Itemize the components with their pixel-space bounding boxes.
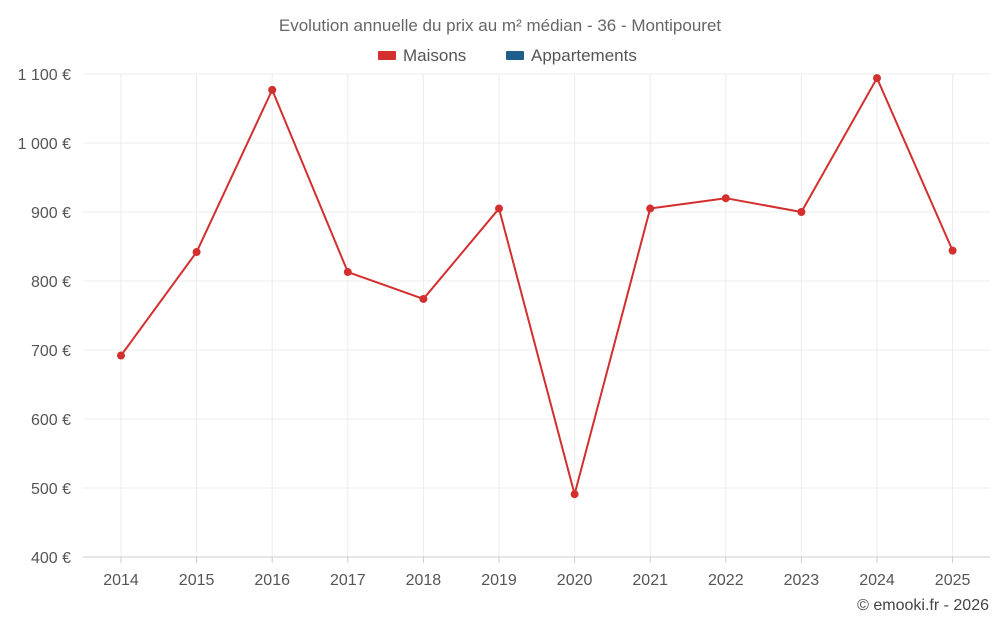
x-tick-label: 2020 [557, 572, 593, 589]
legend: Maisons Appartements [378, 46, 637, 65]
x-tick-label: 2025 [935, 572, 971, 589]
x-tick-label: 2017 [330, 572, 366, 589]
y-tick-label: 800 € [31, 274, 71, 291]
x-tick-label: 2015 [179, 572, 215, 589]
series-group [117, 74, 957, 499]
x-tick-label: 2022 [708, 572, 744, 589]
x-tick-label: 2021 [632, 572, 668, 589]
grid [83, 73, 990, 557]
legend-label: Appartements [531, 46, 637, 65]
data-point-maisons-2022[interactable] [721, 194, 730, 203]
y-tick-label: 1 100 € [18, 67, 71, 84]
legend-item-maisons[interactable]: Maisons [378, 46, 466, 65]
data-point-maisons-2016[interactable] [268, 85, 277, 94]
data-point-maisons-2020[interactable] [570, 490, 579, 499]
chart-title: Evolution annuelle du prix au m² médian … [279, 16, 722, 35]
data-point-maisons-2021[interactable] [646, 204, 655, 213]
legend-swatch [378, 51, 396, 60]
x-tick-label: 2024 [859, 572, 895, 589]
x-axis: 2014 2015 2016 2017 2018 2019 2020 2021 2022 2023… [83, 556, 990, 589]
credit-text: © emooki.fr - 2026 [857, 597, 989, 614]
data-point-maisons-2018[interactable] [419, 294, 428, 303]
x-tick-label: 2016 [254, 572, 290, 589]
data-point-maisons-2024[interactable] [873, 74, 881, 83]
y-tick-label: 900 € [31, 205, 71, 222]
data-point-maisons-2015[interactable] [192, 248, 201, 257]
x-tick-label: 2018 [406, 572, 442, 589]
data-point-maisons-2023[interactable] [797, 208, 806, 216]
data-point-maisons-2017[interactable] [343, 268, 352, 277]
y-tick-label: 400 € [31, 550, 71, 567]
data-point-maisons-2019[interactable] [495, 204, 503, 213]
x-tick-label: 2014 [103, 572, 139, 589]
legend-swatch [506, 51, 524, 60]
y-tick-label: 1 000 € [18, 136, 71, 153]
y-tick-label: 700 € [31, 343, 71, 360]
x-tick-label: 2023 [784, 572, 820, 589]
y-tick-label: 600 € [31, 412, 71, 429]
series-line-maisons [120, 77, 954, 496]
y-axis: 400 € 500 € 600 € 700 € 800 € 900 € 1 000 € 1 1… [18, 67, 71, 567]
legend-item-appartements[interactable]: Appartements [506, 46, 637, 65]
legend-label: Maisons [403, 46, 466, 65]
y-tick-label: 500 € [31, 481, 71, 498]
data-point-maisons-2014[interactable] [117, 351, 125, 360]
x-tick-label: 2019 [481, 572, 517, 589]
data-point-maisons-2025[interactable] [948, 246, 957, 255]
